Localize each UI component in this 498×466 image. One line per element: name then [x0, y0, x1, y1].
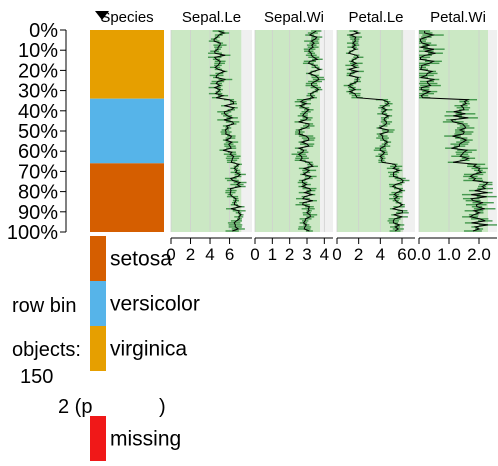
- legend-label-setosa: setosa: [110, 248, 172, 271]
- bin-bar: [419, 42, 432, 44]
- column-header-Petal.Le: Petal.Le: [348, 9, 403, 26]
- row-tick-label: 20%: [18, 60, 58, 82]
- row-tick-label: 30%: [18, 81, 58, 103]
- row-tick-label: 70%: [18, 161, 58, 183]
- species-legend: setosa versicolor virginica missing: [90, 236, 200, 461]
- x-tick-label: 4: [205, 245, 214, 264]
- panel-Petal.Wi: 0.0 1.0 2.0: [407, 30, 497, 264]
- x-tick-label: 2: [186, 245, 195, 264]
- row-tick-label: 80%: [18, 182, 58, 204]
- bin-bar: [225, 230, 239, 232]
- objects-label: objects:: [12, 339, 81, 361]
- species-segment-versicolor: [90, 98, 164, 164]
- row-bins-label: row bin: [12, 295, 76, 317]
- x-tick-label: 2: [285, 245, 294, 264]
- row-bin-info: row bin objects: 150 2 (p ): [12, 295, 166, 418]
- legend-swatch-setosa: [90, 236, 106, 281]
- x-tick-label: 0: [250, 245, 259, 264]
- species-panel: [90, 30, 164, 232]
- legend-swatch-missing: [90, 416, 106, 461]
- row-axis: 0%10%20%30%40%50%60%70%80%90%100%: [7, 20, 67, 244]
- row-tick-label: 0%: [29, 20, 58, 42]
- legend-label-missing: missing: [110, 428, 181, 451]
- mean-line: [213, 30, 243, 232]
- column-header-Species: Species: [100, 9, 153, 26]
- row-tick-label: 60%: [18, 141, 58, 163]
- bin-bar: [419, 92, 435, 95]
- mean-line: [347, 30, 404, 232]
- bin-bar: [419, 40, 426, 42]
- row-tick-label: 50%: [18, 121, 58, 143]
- x-tick-label: 3: [302, 245, 311, 264]
- bin-bar: [419, 64, 430, 67]
- bin-bar: [419, 86, 430, 89]
- mean-line: [297, 30, 322, 232]
- x-tick-label: 0.0: [407, 245, 431, 264]
- column-headers: Species Sepal.Le Sepal.Wi Petal.Le Petal.Wi: [95, 9, 486, 26]
- bin-bar: [419, 56, 431, 58]
- sort-arrow-icon: [95, 11, 109, 20]
- bin-bar: [419, 66, 426, 69]
- row-tick-label: 100%: [7, 222, 58, 244]
- bin-bar: [419, 38, 427, 40]
- x-tick-label: 6: [225, 245, 234, 264]
- value-range-band: [171, 30, 242, 232]
- row-tick-label: 40%: [18, 101, 58, 123]
- per-bin-suffix: ): [159, 396, 166, 418]
- row-tick-label: 10%: [18, 40, 58, 62]
- x-tick-label: 4: [376, 245, 385, 264]
- bin-bar: [419, 68, 429, 71]
- legend-label-versicolor: versicolor: [110, 293, 200, 316]
- objects-value: 150: [20, 366, 53, 388]
- numeric-panels: 0 2 4 6 0 1 2 3 4 0 2 4 6 0.0 1.0 2.0: [166, 30, 497, 264]
- per-bin-label: 2 (p: [58, 396, 92, 418]
- x-tick-label: 1.0: [437, 245, 461, 264]
- bin-bar: [419, 88, 430, 91]
- legend-swatch-versicolor: [90, 281, 106, 326]
- x-tick-label: 0: [332, 245, 341, 264]
- x-tick-label: 2: [354, 245, 363, 264]
- column-header-Sepal.Le: Sepal.Le: [182, 9, 241, 26]
- value-range-band: [337, 30, 404, 232]
- column-header-Petal.Wi: Petal.Wi: [430, 9, 486, 26]
- legend-swatch-virginica: [90, 326, 106, 371]
- x-tick-label: 1: [268, 245, 277, 264]
- x-tick-label: 0: [166, 245, 175, 264]
- x-tick-label: 6: [397, 245, 406, 264]
- column-header-Sepal.Wi: Sepal.Wi: [264, 9, 324, 26]
- species-segment-virginica: [90, 30, 164, 99]
- x-tick-label: 4: [320, 245, 329, 264]
- bin-bar: [419, 94, 429, 97]
- legend-label-virginica: virginica: [110, 338, 187, 361]
- bin-bar: [349, 30, 358, 32]
- x-tick-label: 2.0: [467, 245, 491, 264]
- mean-line: [419, 31, 489, 232]
- species-segment-setosa: [90, 163, 164, 232]
- row-tick-label: 90%: [18, 202, 58, 224]
